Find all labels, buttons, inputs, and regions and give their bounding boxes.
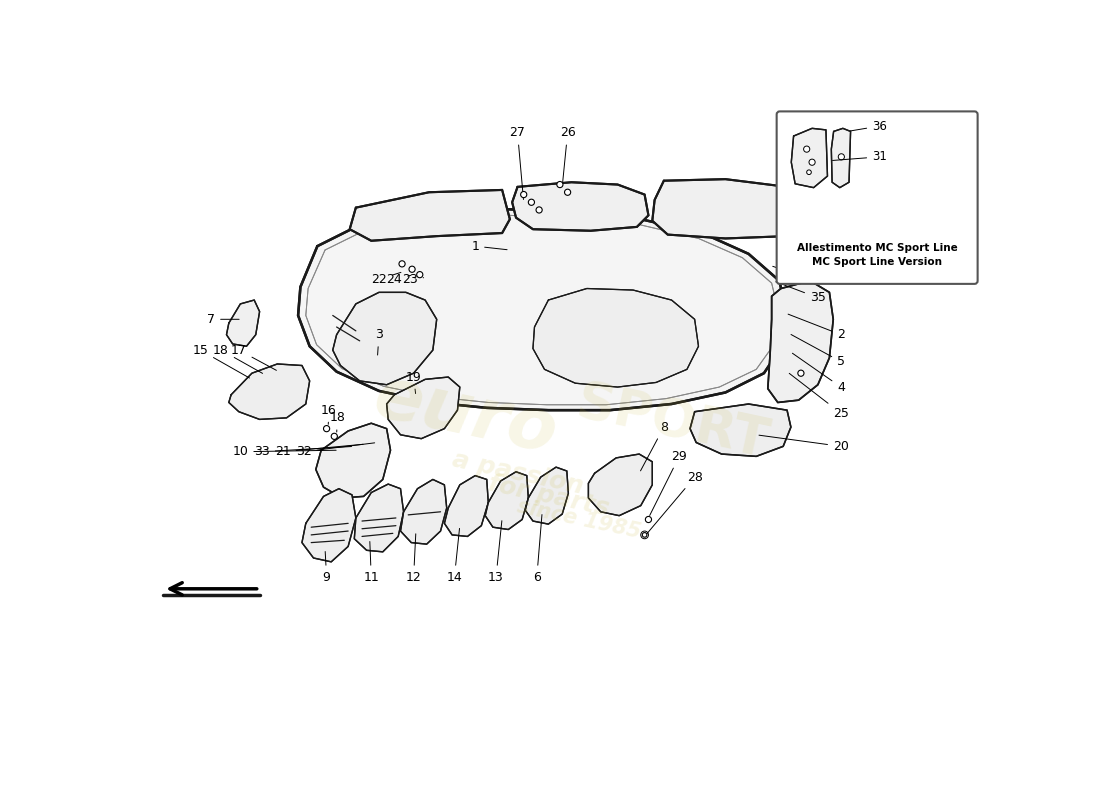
Text: 31: 31 <box>833 150 887 163</box>
Text: MC Sport Line Version: MC Sport Line Version <box>812 257 942 266</box>
Polygon shape <box>526 467 569 524</box>
Polygon shape <box>444 476 488 537</box>
Text: 3: 3 <box>375 328 383 355</box>
Polygon shape <box>690 404 791 456</box>
Circle shape <box>272 379 278 386</box>
Circle shape <box>640 531 649 538</box>
Text: 19: 19 <box>406 370 421 394</box>
Circle shape <box>528 199 535 206</box>
Circle shape <box>557 182 563 188</box>
Circle shape <box>323 426 330 432</box>
Text: 7: 7 <box>207 313 239 326</box>
Polygon shape <box>652 179 810 238</box>
Text: 32: 32 <box>296 443 375 458</box>
Circle shape <box>564 189 571 195</box>
Circle shape <box>805 246 812 251</box>
Circle shape <box>838 154 845 160</box>
Text: 28: 28 <box>647 470 703 534</box>
Text: 27: 27 <box>509 126 526 199</box>
Polygon shape <box>332 292 437 385</box>
Circle shape <box>252 383 260 391</box>
Text: 26: 26 <box>560 126 575 184</box>
Circle shape <box>808 159 815 166</box>
Polygon shape <box>400 479 447 544</box>
Text: 13: 13 <box>488 521 504 584</box>
Polygon shape <box>832 128 850 188</box>
Text: Allestimento MC Sport Line: Allestimento MC Sport Line <box>796 243 957 254</box>
Text: for parts: for parts <box>485 472 612 521</box>
Polygon shape <box>354 484 404 552</box>
Circle shape <box>536 207 542 213</box>
Text: 33: 33 <box>254 446 352 458</box>
Text: since 1985: since 1985 <box>516 497 642 542</box>
Text: 15: 15 <box>192 344 250 378</box>
Text: 21: 21 <box>275 444 363 458</box>
Text: 22: 22 <box>371 272 400 286</box>
Text: 17: 17 <box>231 344 276 370</box>
Text: 2: 2 <box>788 314 845 341</box>
Circle shape <box>642 533 647 538</box>
Text: 8: 8 <box>640 421 668 471</box>
Text: 24: 24 <box>386 273 411 286</box>
Text: 36: 36 <box>850 119 887 133</box>
Polygon shape <box>298 208 788 410</box>
Circle shape <box>800 253 805 259</box>
Polygon shape <box>227 300 260 346</box>
Text: 5: 5 <box>791 334 845 368</box>
Polygon shape <box>301 489 356 562</box>
Circle shape <box>646 517 651 522</box>
Text: 1: 1 <box>471 240 507 253</box>
FancyBboxPatch shape <box>777 111 978 284</box>
Circle shape <box>798 238 804 244</box>
Circle shape <box>811 254 817 261</box>
Text: 35: 35 <box>776 282 826 304</box>
Text: 14: 14 <box>447 529 462 584</box>
Text: 10: 10 <box>232 446 337 458</box>
Polygon shape <box>229 364 310 419</box>
Circle shape <box>417 271 422 278</box>
Text: a passion: a passion <box>450 448 585 499</box>
Circle shape <box>399 261 405 267</box>
Circle shape <box>629 489 637 496</box>
Text: 4: 4 <box>792 354 845 394</box>
Text: 23: 23 <box>402 273 424 286</box>
Circle shape <box>264 397 271 403</box>
Text: 16: 16 <box>321 404 337 424</box>
Polygon shape <box>485 472 528 530</box>
Circle shape <box>331 434 338 439</box>
Circle shape <box>349 458 360 470</box>
Polygon shape <box>316 423 390 498</box>
Circle shape <box>798 370 804 376</box>
Text: 20: 20 <box>759 435 849 453</box>
Polygon shape <box>534 289 698 387</box>
Text: 9: 9 <box>322 551 330 584</box>
Circle shape <box>409 266 415 272</box>
Circle shape <box>790 261 796 267</box>
Polygon shape <box>791 128 827 188</box>
Polygon shape <box>513 182 649 230</box>
Text: 34: 34 <box>772 266 818 286</box>
Text: 6: 6 <box>532 514 542 584</box>
Text: 18: 18 <box>329 411 345 432</box>
Text: 12: 12 <box>406 534 421 584</box>
Text: 18: 18 <box>213 344 263 374</box>
Text: 29: 29 <box>650 450 688 515</box>
Circle shape <box>806 170 812 174</box>
Bar <box>716 426 759 445</box>
Text: SPORT: SPORT <box>572 378 773 469</box>
Text: 25: 25 <box>789 374 849 420</box>
Circle shape <box>520 191 527 198</box>
Polygon shape <box>350 190 510 241</box>
Circle shape <box>778 270 784 276</box>
Polygon shape <box>387 377 460 438</box>
Circle shape <box>615 475 628 487</box>
Text: 27: 27 <box>806 226 845 249</box>
Polygon shape <box>768 281 834 402</box>
Polygon shape <box>588 454 652 516</box>
Circle shape <box>804 146 810 152</box>
Text: euro: euro <box>367 362 563 469</box>
Text: 11: 11 <box>363 542 379 584</box>
